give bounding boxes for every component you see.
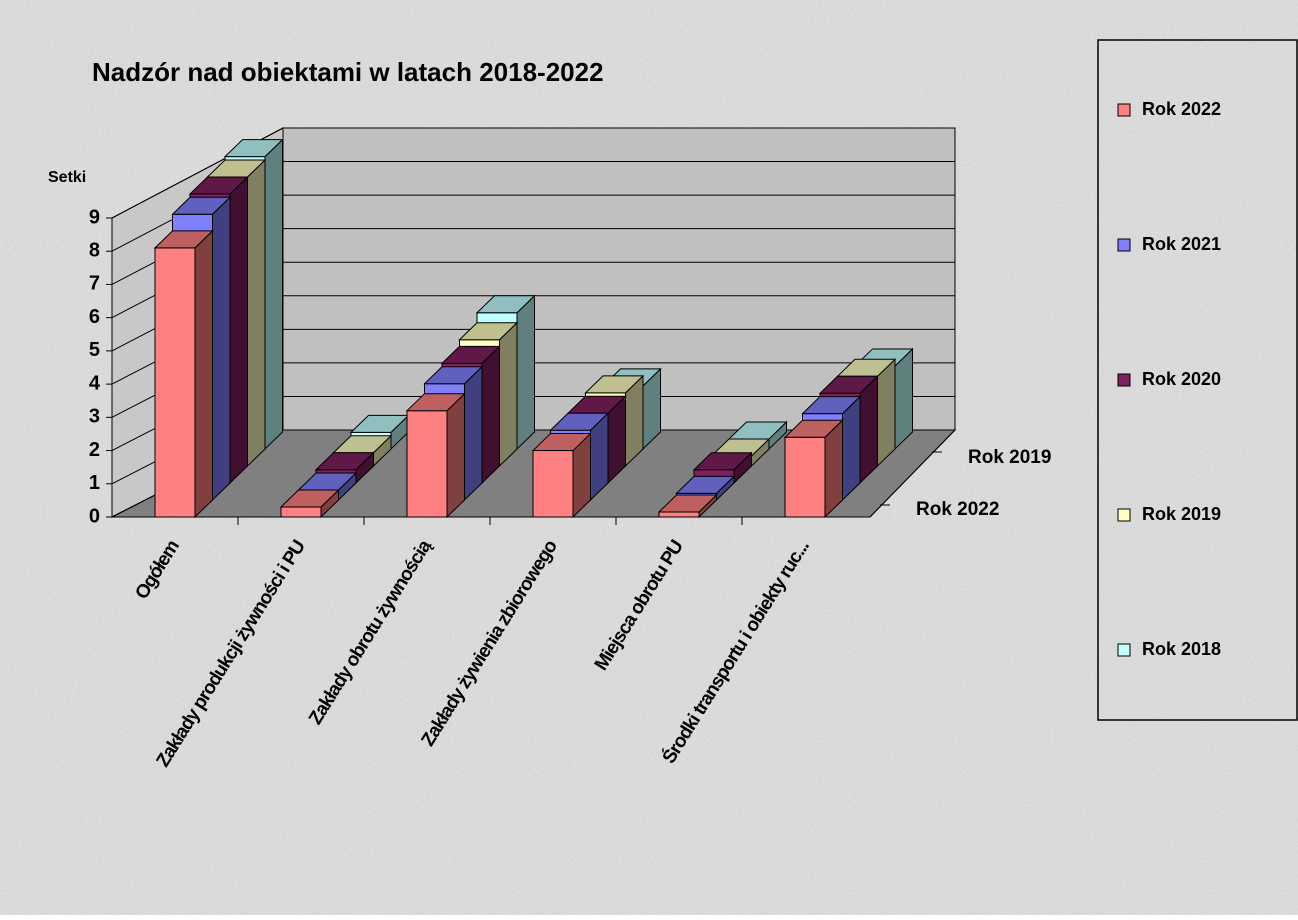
bar-side bbox=[842, 395, 861, 502]
y-tick-label: 8 bbox=[89, 240, 100, 262]
bar-front bbox=[154, 247, 196, 518]
legend-swatch bbox=[1117, 103, 1131, 117]
legend-box bbox=[1097, 39, 1298, 721]
bar-top bbox=[675, 475, 736, 494]
bar-top bbox=[657, 494, 718, 513]
y-tick-label: 1 bbox=[89, 472, 100, 494]
legend-label: Rok 2021 bbox=[1142, 234, 1221, 254]
bar-top bbox=[458, 322, 519, 341]
bar-top bbox=[475, 295, 536, 314]
bar-top bbox=[818, 375, 879, 394]
bar-front bbox=[784, 436, 826, 518]
chart-title: Nadzór nad obiektami w latach 2018-2022 bbox=[92, 57, 604, 87]
bar-top bbox=[549, 412, 610, 431]
bar-top bbox=[171, 196, 232, 215]
depth-label: Rok 2019 bbox=[968, 447, 1051, 468]
y-tick-label: 3 bbox=[89, 406, 100, 428]
y-axis-label: Setki bbox=[48, 169, 86, 186]
y-tick-label: 7 bbox=[89, 273, 100, 295]
bar bbox=[279, 488, 340, 519]
legend-swatch bbox=[1117, 373, 1131, 387]
bar bbox=[783, 419, 844, 519]
bar-top bbox=[440, 345, 501, 364]
bar-side bbox=[446, 392, 465, 519]
bar-top bbox=[188, 176, 249, 195]
bar-side bbox=[481, 345, 500, 485]
bar bbox=[531, 432, 592, 519]
bar-side bbox=[877, 358, 896, 468]
bar-side bbox=[859, 375, 878, 485]
legend-swatch bbox=[1117, 643, 1131, 657]
bar-top bbox=[531, 433, 592, 452]
bar-top bbox=[783, 419, 844, 438]
bar-top bbox=[153, 230, 214, 249]
depth-axis bbox=[869, 429, 956, 518]
y-tick-label: 9 bbox=[89, 206, 100, 228]
bar-side bbox=[464, 365, 483, 502]
bar-side bbox=[194, 229, 213, 519]
bar-top bbox=[692, 452, 753, 471]
bar-side bbox=[264, 138, 283, 451]
bar-side bbox=[247, 158, 266, 468]
legend-swatch bbox=[1117, 238, 1131, 252]
bar-top bbox=[223, 139, 284, 158]
bar-top bbox=[423, 366, 484, 385]
bar bbox=[153, 229, 214, 519]
legend-label: Rok 2020 bbox=[1142, 369, 1221, 389]
bar-front bbox=[532, 450, 574, 518]
y-tick-label: 2 bbox=[89, 439, 100, 461]
bar-top bbox=[314, 452, 375, 471]
legend-label: Rok 2022 bbox=[1142, 99, 1221, 119]
bar-front bbox=[658, 511, 700, 518]
bar-side bbox=[516, 294, 535, 451]
legend-label: Rok 2018 bbox=[1142, 639, 1221, 659]
bar-side bbox=[212, 196, 231, 502]
bar-top bbox=[405, 393, 466, 412]
bar-front bbox=[406, 410, 448, 518]
bar-top bbox=[584, 375, 645, 394]
depth-label: Rok 2022 bbox=[916, 499, 999, 520]
bar-top bbox=[801, 396, 862, 415]
y-tick-label: 0 bbox=[89, 505, 100, 527]
bar-side bbox=[229, 175, 248, 485]
bar-front bbox=[280, 506, 322, 518]
bar-top bbox=[279, 489, 340, 508]
y-tick-label: 6 bbox=[89, 306, 100, 328]
bar-side bbox=[499, 321, 518, 468]
y-tick-label: 4 bbox=[89, 372, 101, 394]
legend-swatch bbox=[1117, 508, 1131, 522]
legend-label: Rok 2019 bbox=[1142, 504, 1221, 524]
bar bbox=[657, 493, 718, 519]
bar bbox=[405, 392, 466, 519]
y-tick-label: 5 bbox=[89, 339, 100, 361]
